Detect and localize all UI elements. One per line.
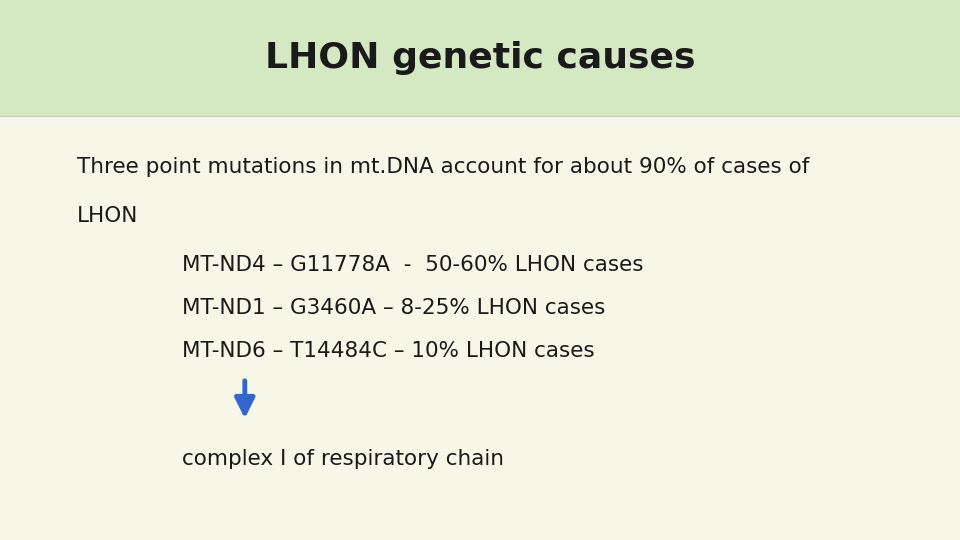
Text: MT-ND6 – T14484C – 10% LHON cases: MT-ND6 – T14484C – 10% LHON cases [182, 341, 595, 361]
Text: LHON genetic causes: LHON genetic causes [265, 41, 695, 75]
Bar [0, 0, 960, 116]
Text: MT-ND1 – G3460A – 8-25% LHON cases: MT-ND1 – G3460A – 8-25% LHON cases [182, 298, 606, 318]
Text: complex I of respiratory chain: complex I of respiratory chain [182, 449, 504, 469]
Text: LHON: LHON [77, 206, 138, 226]
Text: MT-ND4 – G11778A  -  50-60% LHON cases: MT-ND4 – G11778A - 50-60% LHON cases [182, 254, 644, 275]
Text: Three point mutations in mt.DNA account for about 90% of cases of: Three point mutations in mt.DNA account … [77, 157, 809, 178]
